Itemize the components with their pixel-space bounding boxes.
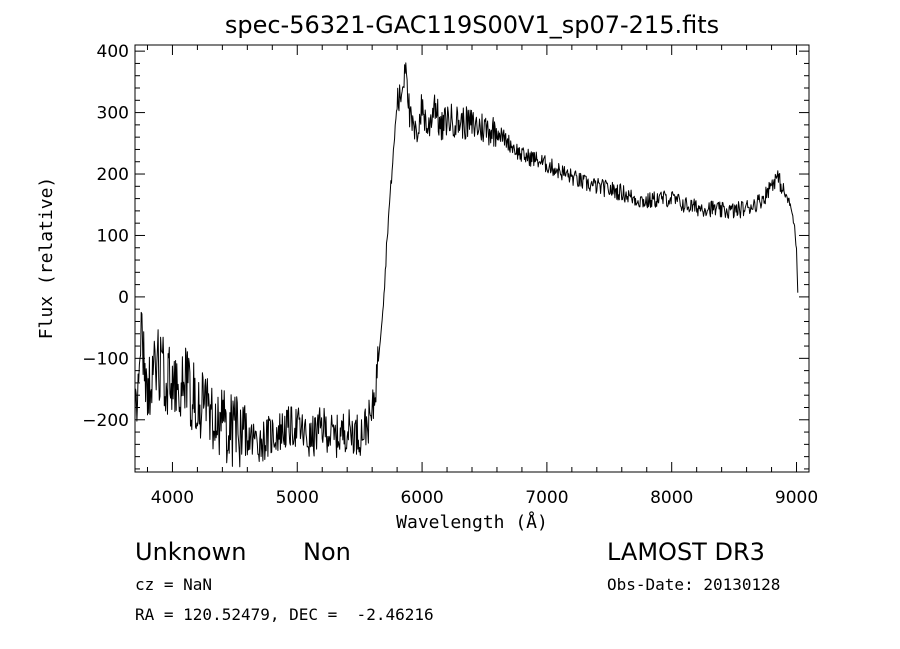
y-tick-label: −100 [82,349,129,369]
y-tick-label: −200 [82,411,129,431]
x-tick-label: 7000 [525,488,568,508]
y-axis: −200 −100 0 100 200 300 400 [82,42,809,469]
spectrum-line [135,63,798,467]
x-tick-label: 6000 [400,488,443,508]
obs-date: Obs-Date: 20130128 [607,575,780,594]
object-subclass: Non [303,538,351,566]
cz-value: cz = NaN [135,575,212,594]
y-tick-label: 200 [97,165,129,185]
x-axis: 4000 5000 6000 7000 8000 9000 [147,45,818,508]
x-tick-label: 8000 [650,488,693,508]
chart-title: spec-56321-GAC119S00V1_sp07-215.fits [225,11,719,39]
object-class: Unknown [135,538,246,566]
x-tick-label: 5000 [276,488,319,508]
y-tick-label: 100 [97,226,129,246]
y-tick-label: 400 [97,42,129,62]
x-tick-label: 4000 [151,488,194,508]
coordinates: RA = 120.52479, DEC = -2.46216 [135,605,434,624]
survey-name: LAMOST DR3 [607,538,765,566]
y-tick-label: 300 [97,104,129,124]
x-axis-label: Wavelength (Å) [396,511,548,533]
y-axis-label: Flux (relative) [36,177,57,340]
series-group [135,63,798,467]
y-tick-label: 0 [118,288,129,308]
x-tick-label: 9000 [775,488,818,508]
